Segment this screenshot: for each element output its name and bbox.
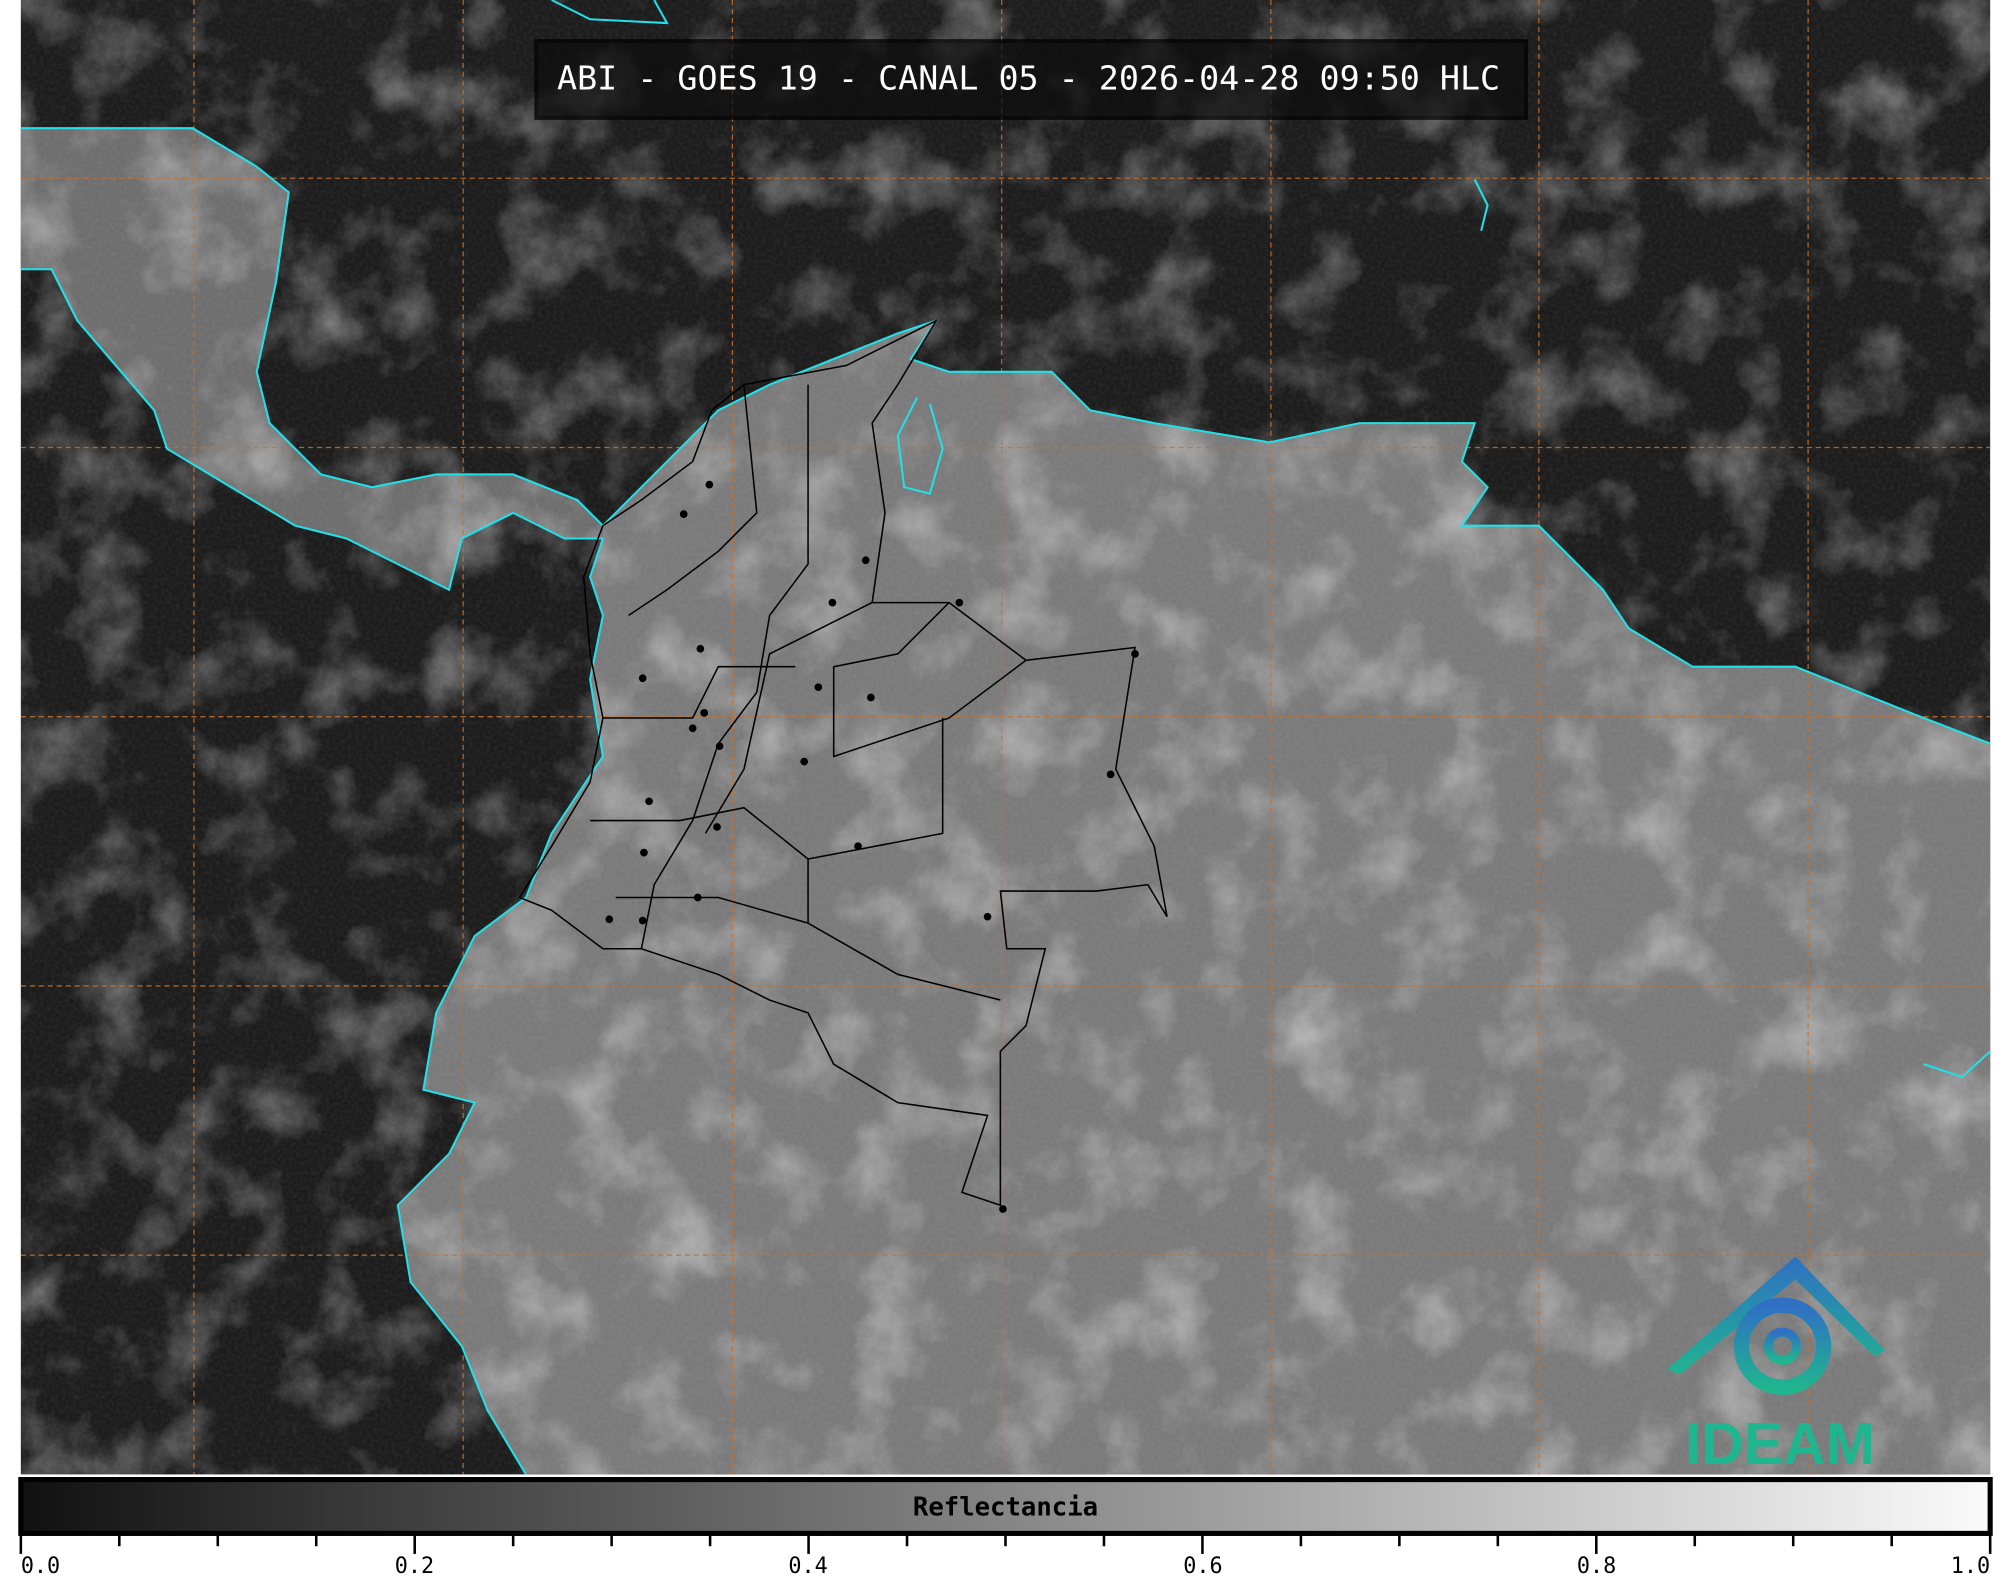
ideam-logo-text: IDEAM	[1685, 1412, 1875, 1477]
colorbar: Reflectancia 0.0 0.2 0.4 0.6 0.8 1.0	[18, 1476, 1993, 1577]
tick-label: 0.0	[21, 1554, 60, 1577]
coastlines	[20, 0, 1991, 1475]
tick-label: 0.8	[1577, 1554, 1616, 1577]
tick-label: 1.0	[1951, 1554, 1990, 1577]
colombia-borders	[518, 318, 1168, 1207]
ideam-logo: IDEAM	[1667, 1256, 1886, 1477]
colorbar-label: Reflectancia	[913, 1492, 1098, 1522]
map-area: ABI - GOES 19 - CANAL 05 - 2026-04-28 09…	[20, 0, 1991, 1477]
map-title: ABI - GOES 19 - CANAL 05 - 2026-04-28 09…	[557, 59, 1500, 98]
tick-label: 0.6	[1183, 1554, 1222, 1577]
colorbar-ticks	[19, 1535, 1992, 1554]
tick-label: 0.4	[788, 1554, 827, 1577]
graticule	[20, 0, 1991, 1475]
title-box: ABI - GOES 19 - CANAL 05 - 2026-04-28 09…	[534, 39, 1528, 120]
city-markers	[605, 480, 1139, 1213]
tick-label: 0.2	[395, 1554, 434, 1577]
colorbar-tick-labels: 0.0 0.2 0.4 0.6 0.8 1.0	[21, 1554, 1990, 1577]
